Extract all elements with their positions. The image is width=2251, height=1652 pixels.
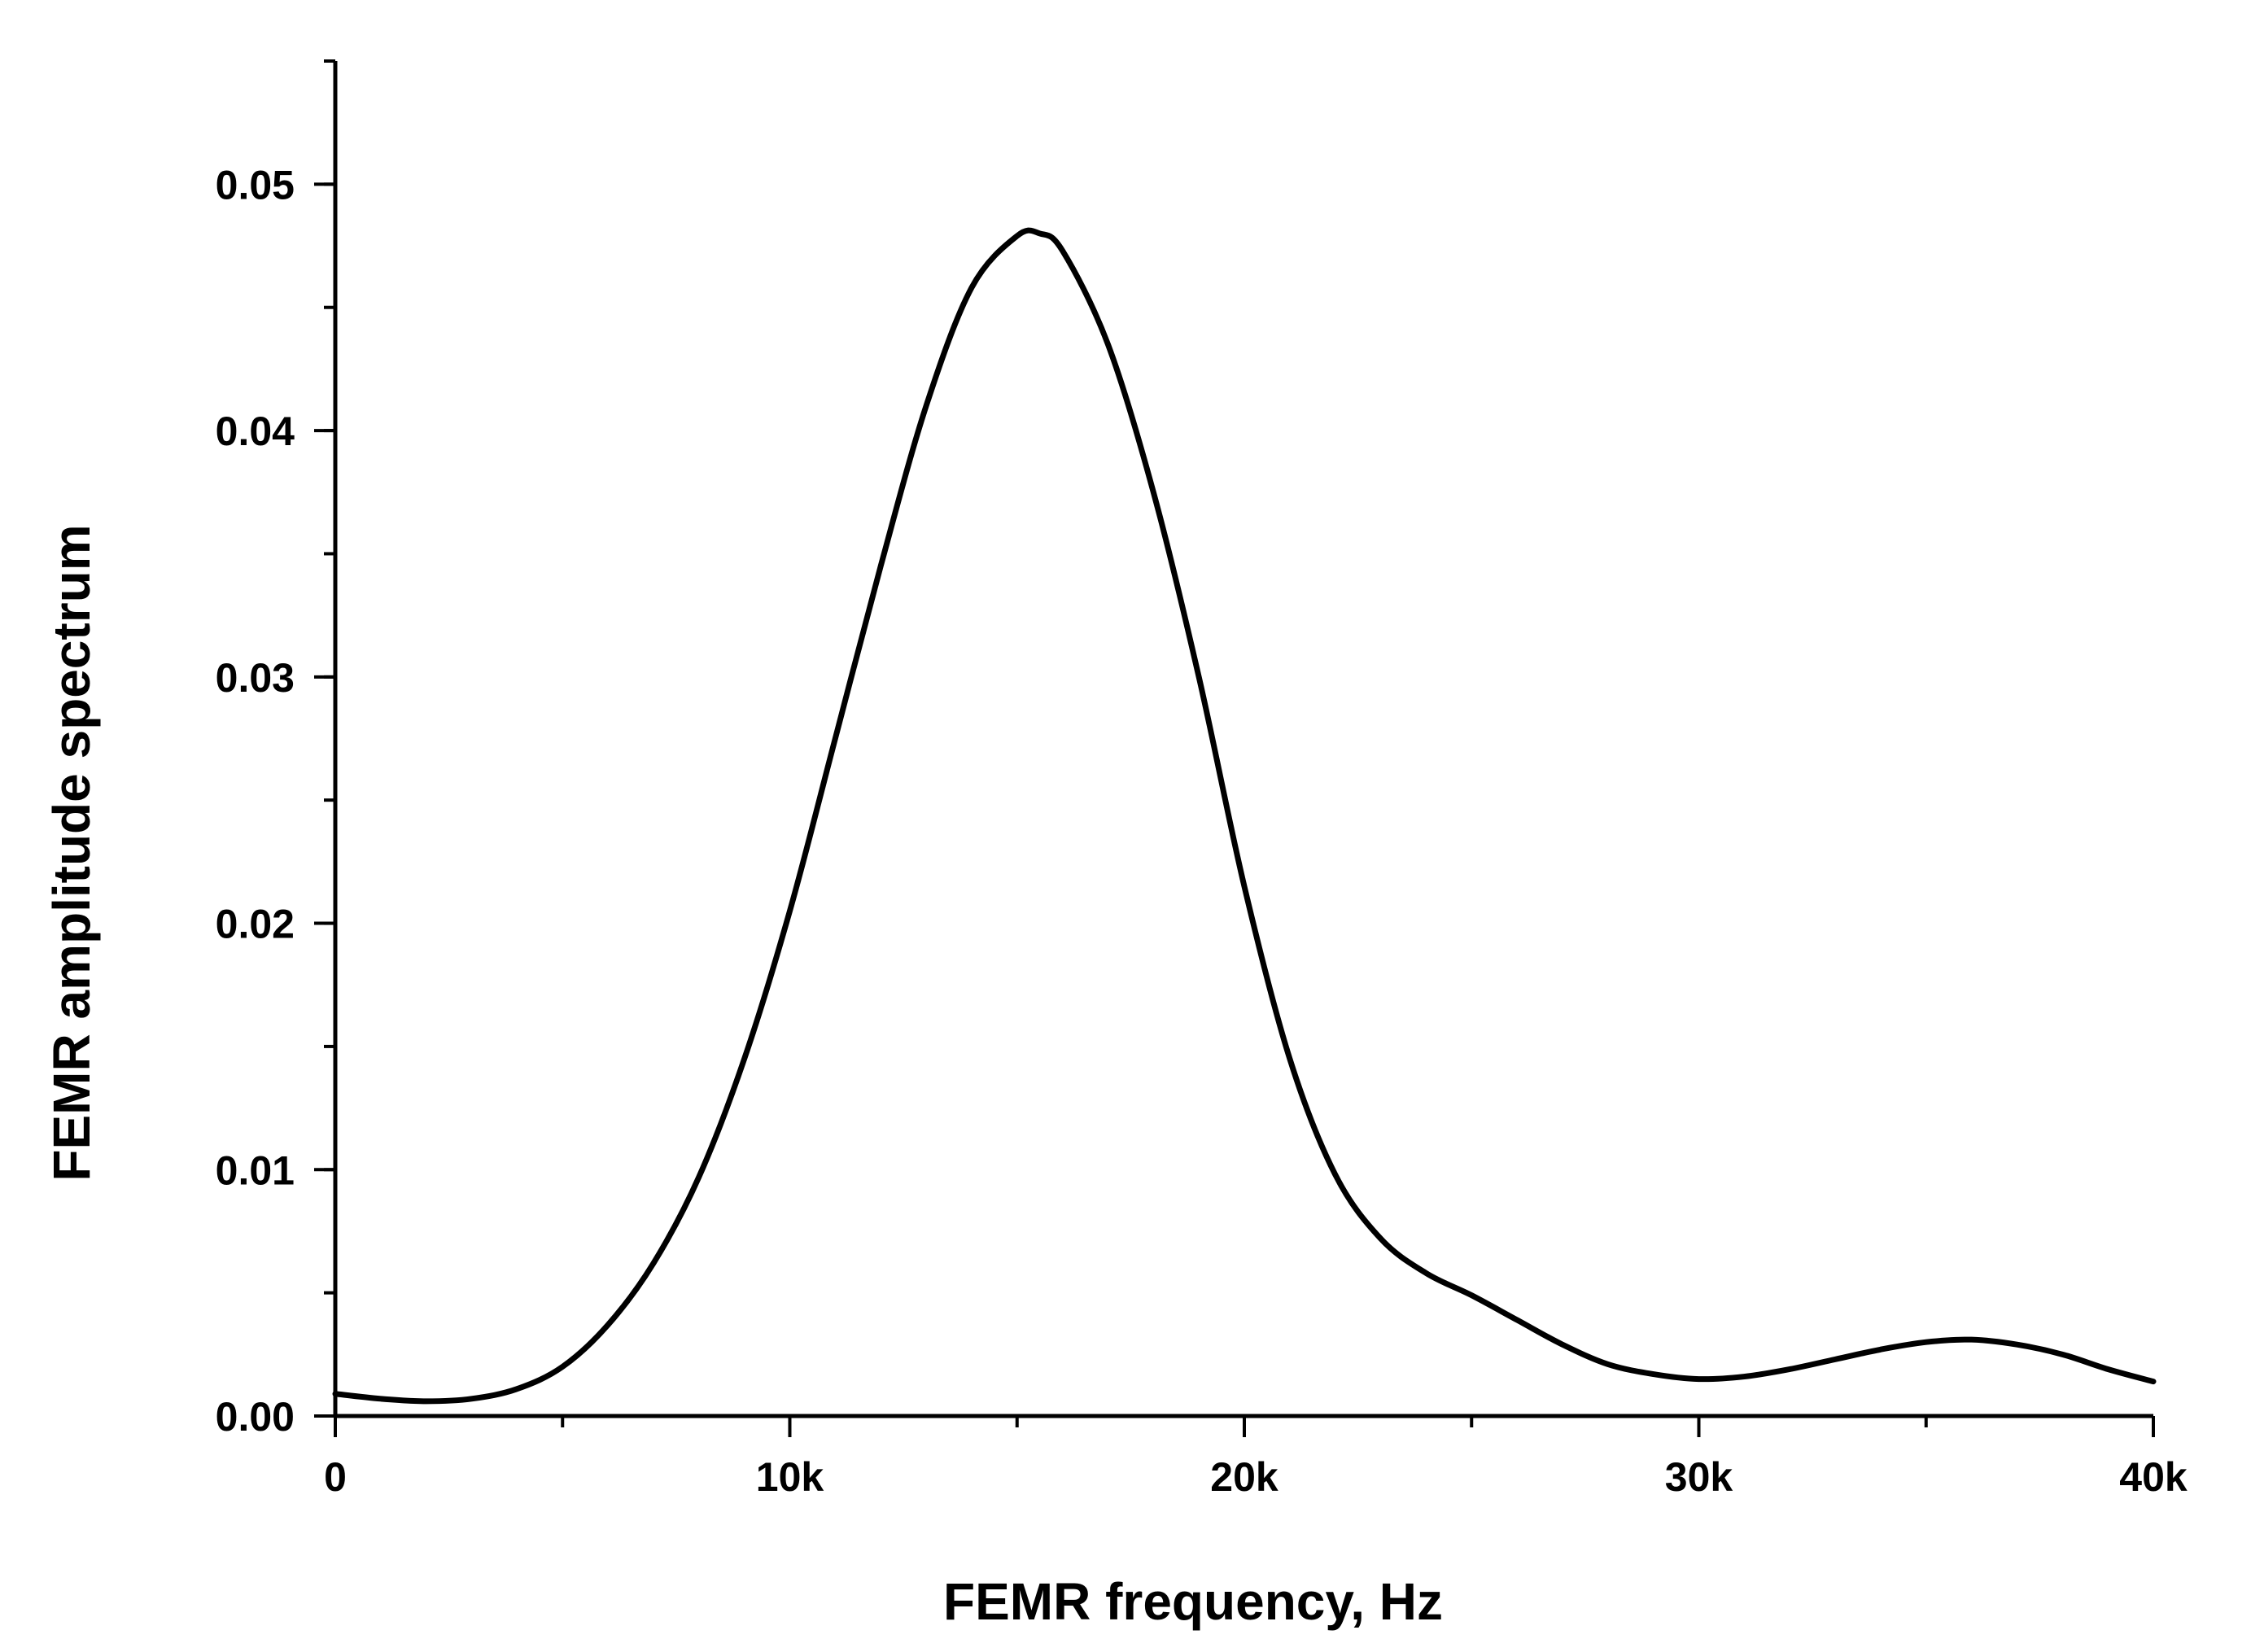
x-axis-title: FEMR frequency, Hz [943,1572,1443,1631]
y-tick-label: 0.00 [216,1394,295,1440]
x-tick-label: 30k [1665,1454,1733,1500]
x-tick-label: 40k [2119,1454,2188,1500]
x-tick-label: 10k [756,1454,824,1500]
spectrum-line [332,227,2157,1405]
y-tick-label: 0.03 [216,655,295,701]
x-tick-label: 0 [324,1454,347,1500]
y-tick-label: 0.04 [216,409,295,454]
x-tick-label: 20k [1210,1454,1278,1500]
y-tick-label: 0.05 [216,162,295,208]
y-tick-label: 0.01 [216,1147,295,1193]
y-axis-title: FEMR amplitude spectrum [42,524,101,1181]
plot-area: 0 10k 20k 30k 40k 0.00 0.01 0.02 0.03 0.04 0.05 [216,59,2188,1500]
y-tick-label: 0.02 [216,902,295,947]
